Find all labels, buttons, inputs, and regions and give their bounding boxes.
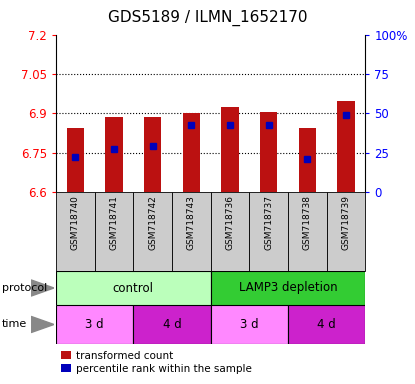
Text: GSM718736: GSM718736 <box>225 195 234 250</box>
Polygon shape <box>31 280 54 296</box>
Text: protocol: protocol <box>2 283 47 293</box>
Bar <box>298 128 316 192</box>
Bar <box>95 192 133 271</box>
Bar <box>337 101 354 192</box>
Legend: transformed count, percentile rank within the sample: transformed count, percentile rank withi… <box>61 351 251 374</box>
Text: GSM718738: GSM718738 <box>303 195 312 250</box>
Text: GSM718740: GSM718740 <box>71 195 80 250</box>
Bar <box>56 305 133 344</box>
Bar <box>327 192 365 271</box>
Text: control: control <box>113 281 154 295</box>
Bar <box>210 192 249 271</box>
Text: GSM718739: GSM718739 <box>342 195 350 250</box>
Text: 3 d: 3 d <box>240 318 259 331</box>
Text: GSM718741: GSM718741 <box>110 195 119 250</box>
Bar <box>133 192 172 271</box>
Bar <box>210 305 288 344</box>
Bar <box>67 128 84 192</box>
Bar <box>183 113 200 192</box>
Text: GSM718743: GSM718743 <box>187 195 196 250</box>
Bar <box>105 117 123 192</box>
Bar <box>56 271 210 305</box>
Bar <box>260 112 277 192</box>
Bar <box>249 192 288 271</box>
Bar <box>288 192 327 271</box>
Text: 4 d: 4 d <box>317 318 336 331</box>
Bar <box>144 117 161 192</box>
Text: GSM718742: GSM718742 <box>148 195 157 250</box>
Text: time: time <box>2 319 27 329</box>
Text: 3 d: 3 d <box>85 318 104 331</box>
Bar <box>133 305 210 344</box>
Bar <box>210 271 365 305</box>
Text: LAMP3 depletion: LAMP3 depletion <box>239 281 337 295</box>
Bar <box>56 192 95 271</box>
Bar <box>172 192 210 271</box>
Text: GSM718737: GSM718737 <box>264 195 273 250</box>
Polygon shape <box>31 316 54 333</box>
Bar <box>288 305 365 344</box>
Text: 4 d: 4 d <box>163 318 181 331</box>
Text: GDS5189 / ILMN_1652170: GDS5189 / ILMN_1652170 <box>108 10 307 26</box>
Bar <box>221 107 239 192</box>
